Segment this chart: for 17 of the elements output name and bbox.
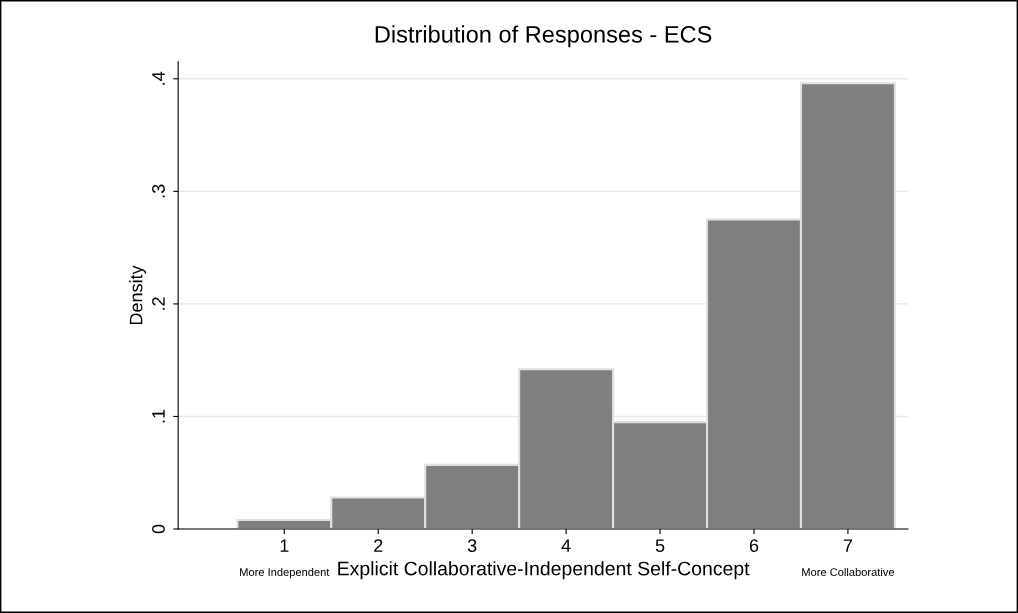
chart-title: Distribution of Responses - ECS: [375, 25, 712, 48]
x-tick-label: 1: [280, 539, 289, 552]
y-tick-label: .3: [152, 184, 165, 198]
x-axis-title: Explicit Collaborative-Independent Self-Concept: [338, 561, 750, 580]
x-tick-label: 4: [561, 539, 571, 552]
y-tick-label: .1: [152, 409, 165, 423]
x-tick-label: 2: [374, 539, 383, 552]
y-tick-label: .4: [152, 71, 165, 85]
y-tick-label: 0: [152, 524, 165, 534]
x-tick-label: 3: [467, 539, 477, 552]
text: More Independent: [240, 567, 330, 579]
x-tick-label: 5: [655, 539, 665, 552]
text: More Collaborative: [802, 567, 895, 577]
y-axis-title: Density: [129, 265, 147, 325]
y-tick-label: .2: [152, 297, 165, 310]
x-tick-label: 7: [843, 539, 853, 552]
x-tick-label: 6: [749, 539, 759, 552]
